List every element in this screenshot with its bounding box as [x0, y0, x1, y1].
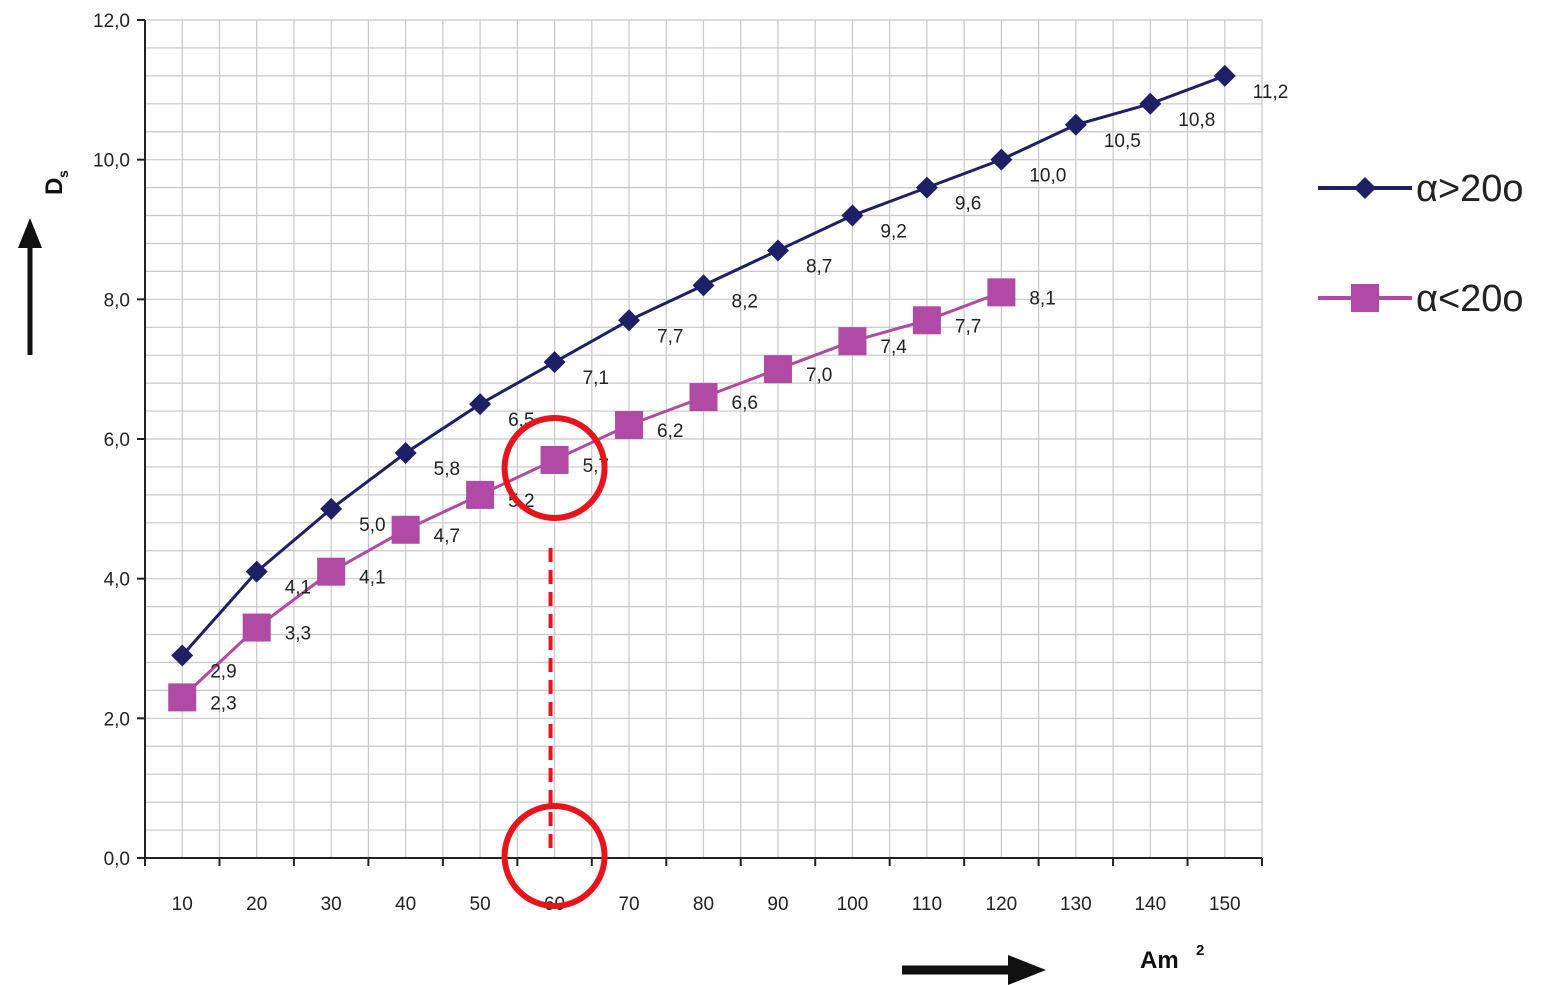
data-point	[763, 355, 792, 384]
data-label: 6,2	[657, 421, 683, 442]
x-axis-title: Am	[1140, 947, 1179, 974]
data-label: 8,2	[732, 291, 758, 312]
x-tick-label: 20	[246, 894, 267, 915]
data-label: 5,0	[359, 515, 385, 536]
data-point	[990, 148, 1013, 171]
axis-titles: Ds Am 2	[18, 170, 1204, 985]
y-axis-title: D	[41, 178, 68, 195]
y-tick-label: 12,0	[93, 11, 130, 32]
data-label: 7,0	[806, 365, 832, 386]
data-label: 7,7	[955, 316, 981, 337]
y-tick-label: 2,0	[104, 709, 130, 730]
data-point	[618, 309, 641, 332]
data-point	[168, 683, 197, 712]
y-axis-title-subscript: s	[55, 170, 71, 178]
x-tick-label: 150	[1209, 894, 1241, 915]
data-point	[766, 239, 789, 262]
data-point	[394, 441, 417, 464]
data-label: 8,7	[806, 256, 832, 277]
series	[168, 64, 1236, 712]
y-axis-arrow-head	[18, 218, 42, 248]
annotation-circle-point	[501, 414, 608, 521]
data-label: 9,6	[955, 194, 981, 215]
data-point	[841, 204, 864, 227]
data-label: 2,3	[210, 693, 236, 714]
legend: α>20o α<20o	[1318, 168, 1524, 320]
data-point	[912, 306, 941, 335]
data-label: 4,1	[359, 568, 385, 589]
x-tick-label: 40	[395, 894, 416, 915]
y-tick-label: 0,0	[104, 849, 130, 870]
data-label: 8,1	[1029, 288, 1055, 309]
data-point	[469, 393, 492, 416]
data-point	[466, 480, 495, 509]
data-label: 6,6	[732, 393, 758, 414]
legend-marker	[1354, 177, 1376, 199]
data-point	[320, 497, 343, 520]
data-point	[391, 515, 420, 544]
data-point	[242, 613, 271, 642]
annotation-circle-axis	[501, 803, 608, 909]
x-tick-label: 100	[837, 894, 869, 915]
data-label: 5,8	[434, 459, 460, 480]
data-point	[245, 560, 268, 583]
legend-label: α>20o	[1416, 168, 1524, 210]
x-tick-label: 110	[912, 894, 942, 915]
legend-marker	[1351, 284, 1379, 312]
data-label: 9,2	[880, 222, 906, 243]
data-label: 11,2	[1253, 82, 1289, 103]
x-tick-label: 90	[767, 894, 788, 915]
data-point	[987, 278, 1016, 307]
data-labels: 2,94,15,05,86,57,17,78,28,79,29,610,010,…	[210, 82, 1288, 715]
data-point	[915, 176, 938, 199]
annotation	[501, 414, 608, 909]
x-tick-label: 30	[321, 894, 342, 915]
data-point	[1139, 92, 1162, 115]
data-label: 10,8	[1178, 110, 1215, 131]
data-label: 4,1	[285, 578, 311, 599]
data-point	[540, 445, 569, 474]
x-tick-label: 80	[693, 894, 714, 915]
x-tick-label: 120	[986, 894, 1018, 915]
data-point	[615, 411, 644, 440]
data-point	[692, 274, 715, 297]
y-tick-label: 4,0	[104, 570, 130, 591]
legend-label: α<20o	[1416, 278, 1524, 320]
y-tick-label: 10,0	[93, 151, 130, 172]
data-point	[317, 557, 346, 586]
y-tick-label: 8,0	[104, 290, 130, 311]
x-tick-label: 70	[618, 894, 639, 915]
data-point	[1064, 113, 1087, 136]
x-tick-label: 10	[172, 894, 193, 915]
data-label: 10,5	[1104, 131, 1141, 152]
x-tick-label: 130	[1060, 894, 1092, 915]
y-tick-label: 6,0	[104, 430, 130, 451]
x-axis-arrow-head	[1008, 955, 1046, 985]
x-axis-title-superscript: 2	[1196, 942, 1204, 959]
data-point	[1213, 64, 1236, 87]
data-point	[171, 644, 194, 667]
grid	[144, 19, 1263, 859]
data-point	[838, 327, 867, 356]
axes: 0,02,04,06,08,010,012,010 20 30 40 50 60 70 80 9…	[93, 11, 1263, 915]
data-point	[689, 383, 718, 412]
data-point	[543, 351, 566, 374]
data-label: 10,0	[1029, 166, 1066, 187]
x-tick-label: 50	[470, 894, 491, 915]
data-label: 7,7	[657, 326, 683, 347]
data-label: 7,1	[583, 368, 609, 389]
data-label: 2,9	[210, 661, 236, 682]
data-label: 7,4	[880, 337, 907, 358]
data-label: 3,3	[285, 624, 311, 645]
data-label: 4,7	[434, 526, 460, 547]
x-tick-label: 140	[1134, 894, 1166, 915]
